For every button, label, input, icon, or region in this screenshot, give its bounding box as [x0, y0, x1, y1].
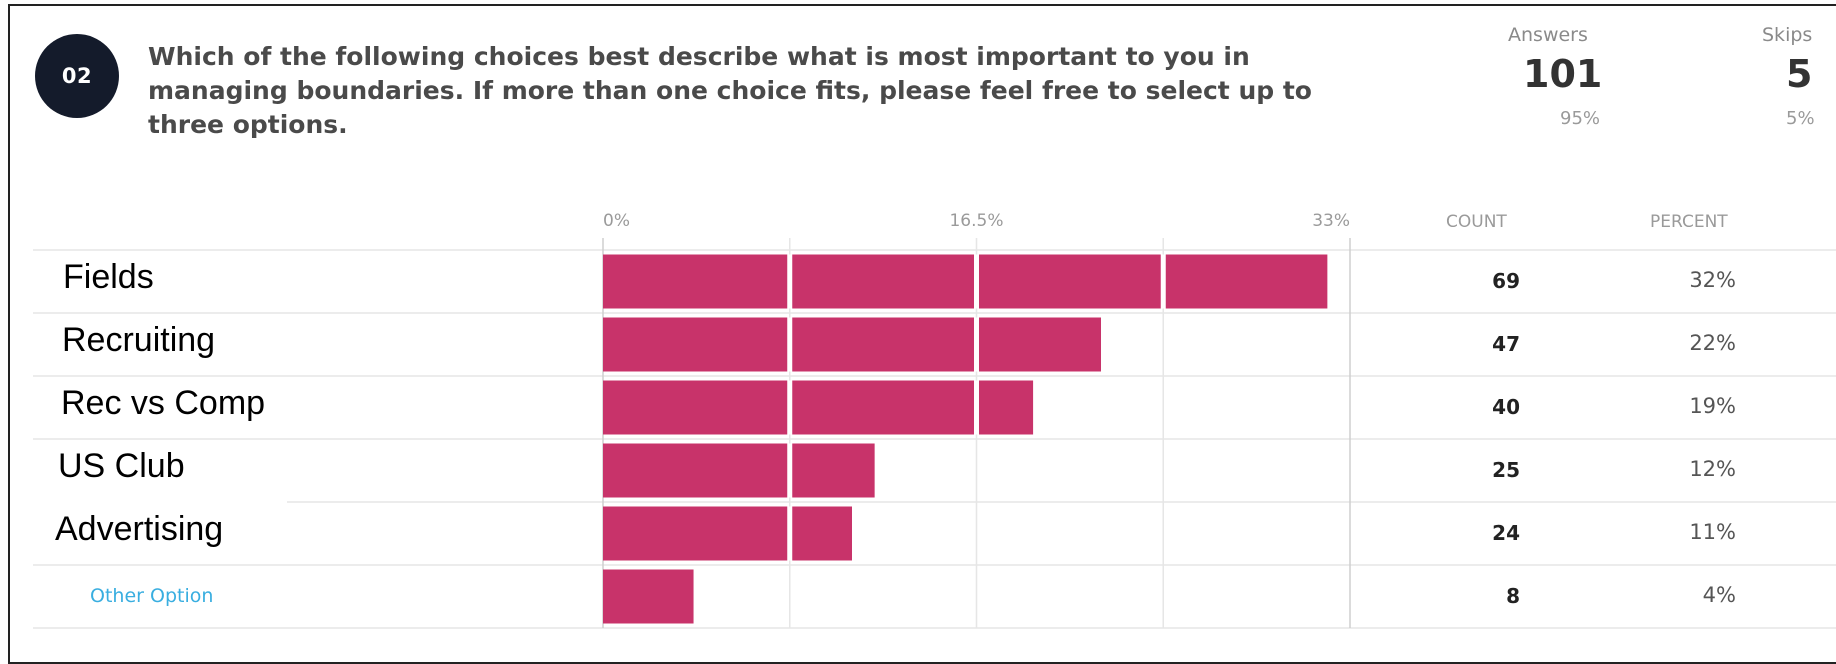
row-label: Recruiting — [62, 321, 216, 359]
answers-percent: 95% — [1560, 108, 1601, 129]
bar-other-option — [603, 569, 694, 624]
row-label: Rec vs Comp — [61, 384, 266, 422]
answers-label: Answers — [1508, 24, 1588, 46]
skips-percent: 5% — [1786, 108, 1815, 129]
bar-segment-gap — [787, 506, 793, 561]
row-count: 24 — [1492, 521, 1520, 545]
bar-chart: 0% 16.5% 33% — [33, 211, 1836, 629]
bar-segment-gap — [974, 380, 979, 435]
bar-segment-gap — [787, 254, 793, 309]
bar-segment-gap — [787, 380, 793, 435]
row-count: 47 — [1492, 332, 1520, 356]
row-percent: 11% — [1689, 520, 1736, 544]
other-option-link[interactable]: Other Option — [90, 585, 214, 607]
row-percent: 12% — [1689, 457, 1736, 481]
bar-recruiting — [603, 317, 1101, 372]
row-label: Advertising — [55, 510, 224, 548]
x-tick-label: 33% — [1312, 211, 1350, 231]
bar-segment-gap — [974, 317, 979, 372]
skips-label: Skips — [1762, 24, 1813, 46]
skips-count: 5 — [1786, 52, 1813, 96]
row-count: 25 — [1492, 458, 1520, 482]
answers-count: 101 — [1523, 52, 1603, 96]
row-label: Fields — [63, 258, 154, 296]
row-count: 69 — [1492, 269, 1520, 293]
x-tick-label: 16.5% — [949, 211, 1003, 231]
bar-us-club — [603, 443, 875, 498]
row-percent: 4% — [1702, 583, 1736, 607]
bar-segment-gap — [787, 443, 793, 498]
question-number-badge: 02 — [35, 34, 119, 118]
row-count: 8 — [1506, 584, 1520, 608]
row-count: 40 — [1492, 395, 1520, 419]
bar-segment-gap — [787, 317, 793, 372]
percent-column-header: PERCENT — [1650, 212, 1728, 232]
bar-rec-vs-comp — [603, 380, 1034, 435]
bar-segment-gap — [1160, 254, 1166, 309]
bar-fields — [603, 254, 1328, 309]
row-percent: 22% — [1689, 331, 1736, 355]
row-percent: 32% — [1689, 268, 1736, 292]
x-tick-label: 0% — [603, 211, 630, 231]
count-column-header: COUNT — [1446, 212, 1507, 232]
row-label: US Club — [58, 447, 185, 485]
question-text: Which of the following choices best desc… — [148, 42, 1312, 139]
bar-advertising — [603, 506, 852, 561]
bar-segment-gap — [974, 254, 979, 309]
row-percent: 19% — [1689, 394, 1736, 418]
